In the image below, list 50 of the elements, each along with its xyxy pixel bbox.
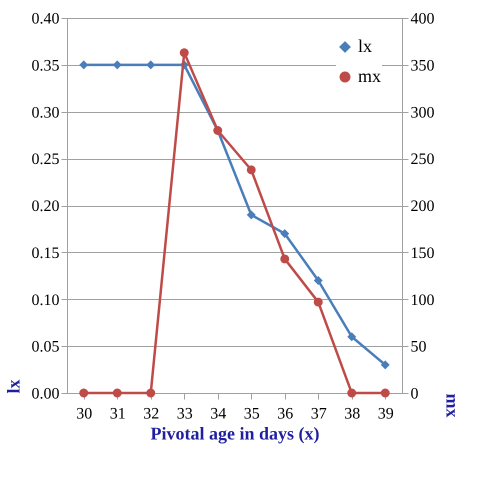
y-tick-label: 0.30	[32, 104, 60, 122]
x-tick-label: 32	[143, 406, 160, 422]
point	[280, 229, 290, 238]
point	[146, 388, 156, 398]
x-tick-label: 34	[210, 406, 226, 422]
x-tick-label: 36	[277, 406, 294, 422]
point	[146, 60, 156, 70]
point	[314, 276, 323, 285]
y-tick-label: 0.20	[32, 198, 60, 215]
y2-tick-label: 50	[410, 338, 426, 356]
x-axis-title: Pivotal age in days (x)	[150, 424, 320, 444]
y2-tick-label: 300	[410, 104, 434, 122]
y-tick-label: 0.35	[32, 57, 60, 74]
y-tick-label: 0.40	[32, 10, 60, 28]
point	[246, 165, 256, 174]
point	[79, 60, 88, 70]
x-tick-label: 35	[244, 406, 260, 422]
y-tick-label: 0.05	[32, 338, 60, 356]
y2-tick-label: 0	[410, 386, 418, 402]
x-tick-label: 38	[344, 406, 360, 422]
y-tick-label: 0.10	[32, 292, 60, 309]
point	[380, 360, 390, 370]
point	[347, 388, 356, 398]
y2-tick-label: 200	[410, 198, 434, 215]
point	[280, 254, 290, 264]
y2-tick-label: 150	[410, 244, 434, 262]
x-tick-label: 33	[176, 406, 193, 422]
x-tick-label: 30	[76, 406, 92, 422]
x-tick-label: 31	[110, 406, 126, 422]
y-axis-title: lx	[4, 379, 24, 394]
legend-label: lx	[358, 36, 372, 56]
point	[347, 332, 356, 342]
x-tick-label: 37	[310, 406, 327, 422]
y-tick-label: 0.25	[32, 151, 60, 168]
y2-tick-label: 400	[410, 10, 434, 28]
point	[79, 388, 88, 398]
y-tick-label: 0.15	[32, 244, 60, 262]
y-tick-label: 0.00	[32, 386, 60, 402]
y2-tick-label: 350	[410, 57, 434, 74]
legend-label: mx	[358, 66, 382, 86]
point	[112, 60, 122, 70]
point	[314, 298, 323, 307]
point	[246, 210, 256, 220]
y2-tick-label: 100	[410, 292, 434, 309]
point	[112, 388, 122, 398]
point	[180, 48, 189, 58]
y2-axis-title: mx	[442, 394, 462, 418]
point	[380, 388, 390, 398]
x-tick-label: 39	[378, 406, 394, 422]
y2-tick-label: 250	[410, 151, 434, 168]
